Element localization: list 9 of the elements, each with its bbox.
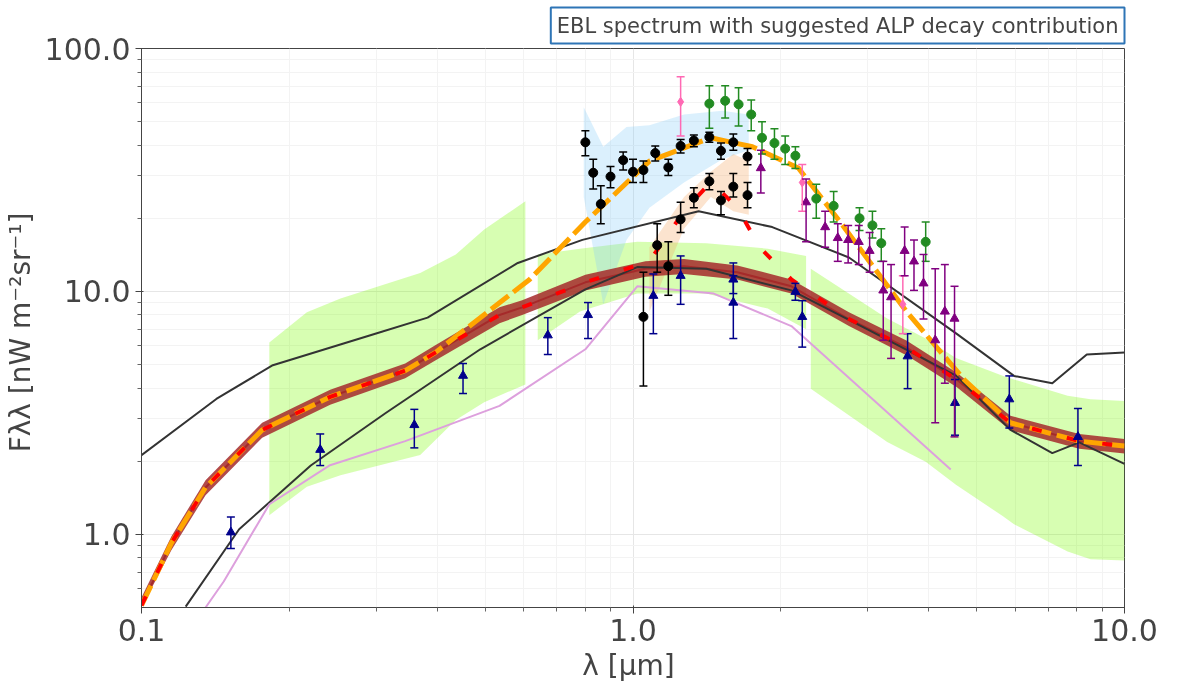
y-tick-label: 10.0 (63, 274, 131, 310)
x-axis-title: λ [μm] (582, 648, 675, 682)
x-tick-label: 1.0 (609, 612, 657, 648)
x-tick-label: 0.1 (117, 612, 166, 648)
y-tick-label: 100.0 (44, 31, 131, 67)
chart-title: EBL spectrum with suggested ALP decay contribution (556, 13, 1119, 38)
x-tick-label: 10.0 (1091, 612, 1158, 648)
y-tick-label: 1.0 (82, 517, 131, 553)
y-axis-title: Fλλ [nW m⁻²sr⁻¹] (3, 212, 37, 453)
